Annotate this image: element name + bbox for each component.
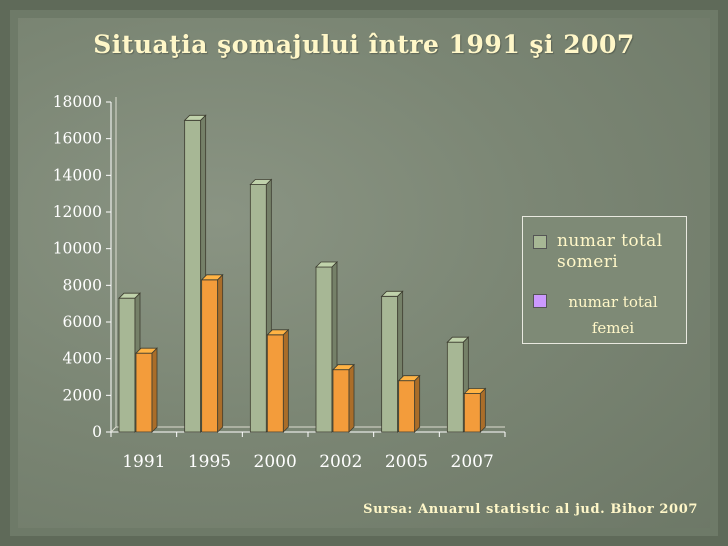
x-tick-label: 2005 xyxy=(385,452,428,472)
y-tick-label: 0 xyxy=(92,423,102,441)
y-tick-label: 14000 xyxy=(53,166,102,184)
y-tick-label: 4000 xyxy=(63,350,102,368)
source-note: Sursa: Anuarul statistic al jud. Bihor 2… xyxy=(363,502,698,517)
legend-swatch-femei xyxy=(533,294,547,308)
x-tick-label: 1995 xyxy=(188,452,231,472)
x-tick-label: 2000 xyxy=(254,452,297,472)
chart-axes xyxy=(106,97,506,437)
y-tick-label: 18000 xyxy=(53,93,102,111)
x-axis-labels: 1991 1995 2000 2002 2005 2007 xyxy=(122,452,494,472)
legend-item-someri: numar total someri xyxy=(533,231,687,273)
legend-label-femei: numar total femei xyxy=(568,293,658,337)
legend-label-someri: numar total someri xyxy=(557,231,663,272)
bar-femei xyxy=(463,387,487,433)
x-tick-label: 1991 xyxy=(122,452,165,472)
x-tick-label: 2007 xyxy=(451,452,494,472)
floor-edge xyxy=(110,426,117,433)
y-tick-label: 12000 xyxy=(53,203,102,221)
y-tick-label: 6000 xyxy=(63,313,102,331)
y-axis-labels: 0 2000 4000 6000 8000 10000 12000 14000 16000 180… xyxy=(53,93,102,441)
legend-swatch-someri xyxy=(533,235,547,249)
chart-bars xyxy=(118,114,487,433)
x-tick-label: 2002 xyxy=(319,452,362,472)
bar-femei xyxy=(266,328,290,433)
y-tick-label: 8000 xyxy=(63,276,102,294)
bar-femei xyxy=(397,374,421,433)
y-tick-label: 10000 xyxy=(53,240,102,258)
legend-item-femei: numar total femei xyxy=(533,289,669,341)
bar-femei xyxy=(135,347,158,433)
y-tick-label: 2000 xyxy=(63,386,102,404)
bar-femei xyxy=(332,363,355,433)
y-tick-label: 16000 xyxy=(53,130,102,148)
legend: numar total someri numar total femei xyxy=(522,216,687,344)
bar-femei xyxy=(200,273,224,433)
page-title: Situaţia şomajului între 1991 şi 2007 xyxy=(93,30,635,59)
